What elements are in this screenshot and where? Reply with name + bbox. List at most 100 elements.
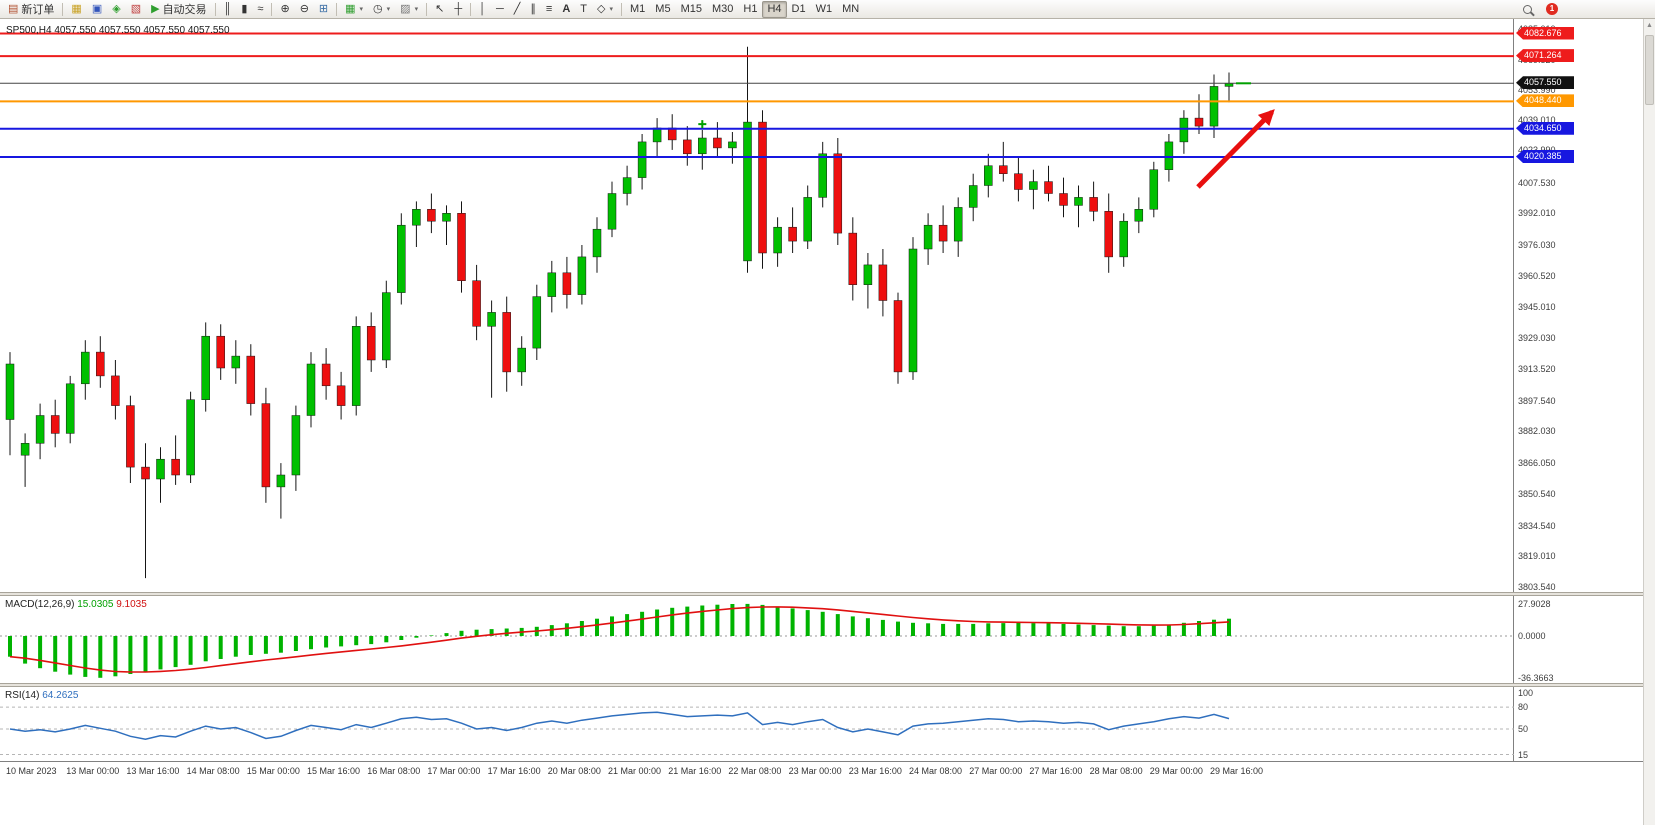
channel-icon: ∥ xyxy=(530,2,536,15)
chevron-down-icon: ▾ xyxy=(386,6,391,13)
macd-axis-label: 27.9028 xyxy=(1518,598,1551,609)
price-axis-label: 4007.530 xyxy=(1518,177,1556,188)
price-axis-label: 4023.990 xyxy=(1518,144,1556,155)
tf-m15[interactable]: M15 xyxy=(676,1,707,18)
time-axis-label: 13 Mar 16:00 xyxy=(126,766,180,776)
tf-w1[interactable]: W1 xyxy=(811,1,838,18)
shapes-button[interactable]: ◇ ▾ xyxy=(592,1,618,18)
price-axis[interactable]: 4085.0104069.5204053.9904039.0104023.990… xyxy=(1516,19,1642,592)
time-axis-label: 15 Mar 16:00 xyxy=(307,766,361,776)
rsi-axis-label: 15 xyxy=(1518,749,1529,760)
vertical-line-icon: │ xyxy=(479,2,486,15)
price-axis-label: 3992.010 xyxy=(1518,208,1556,219)
channel-button[interactable]: ∥ xyxy=(525,1,541,18)
rsi-panel[interactable]: RSI(14) 64.2625 xyxy=(0,687,1514,761)
trendline-button[interactable]: ╱ xyxy=(509,1,526,18)
time-axis-label: 20 Mar 08:00 xyxy=(547,766,601,776)
zoom-out-button[interactable]: ⊖ xyxy=(295,1,314,18)
notification-badge[interactable]: 1 xyxy=(1546,3,1558,15)
horizontal-line-button[interactable]: ─ xyxy=(491,1,509,18)
rsi-axis-label: 50 xyxy=(1518,724,1529,734)
tf-m5[interactable]: M5 xyxy=(650,1,675,18)
market-watch-button[interactable]: ▦ xyxy=(66,1,86,18)
candlestick-button[interactable]: ▮ xyxy=(236,1,252,18)
time-axis-label: 29 Mar 00:00 xyxy=(1149,766,1203,776)
time-axis-label: 23 Mar 16:00 xyxy=(848,766,902,776)
macd-main-value: 15.0305 xyxy=(77,599,114,610)
line-chart-button[interactable]: ≈ xyxy=(252,1,268,18)
toolbar-separator xyxy=(426,2,428,16)
tf-h1[interactable]: H1 xyxy=(738,1,762,18)
new-order-button[interactable]: ▤ 新订单 xyxy=(3,1,59,18)
price-line-label: 4048.440 xyxy=(1516,94,1574,108)
time-axis-label: 24 Mar 08:00 xyxy=(909,766,963,776)
scroll-up-icon[interactable]: ▲ xyxy=(1646,22,1653,29)
price-line-label: 4034.650 xyxy=(1516,121,1574,135)
time-axis-label: 27 Mar 00:00 xyxy=(969,766,1023,776)
time-axis-label: 17 Mar 16:00 xyxy=(487,766,541,776)
price-line-label: 4057.550 xyxy=(1516,76,1574,90)
rsi-value: 64.2625 xyxy=(42,690,79,701)
text-tool-icon: A xyxy=(562,2,571,15)
price-axis-label: 3929.030 xyxy=(1518,333,1556,344)
search-icon[interactable] xyxy=(1523,4,1532,14)
time-axis-label: 21 Mar 00:00 xyxy=(608,766,662,776)
candlestick-layer xyxy=(0,32,1514,579)
time-axis-label: 28 Mar 08:00 xyxy=(1089,766,1143,776)
crosshair-icon: ┼ xyxy=(454,2,463,15)
time-axis-label: 21 Mar 16:00 xyxy=(668,766,722,776)
panel-splitter[interactable] xyxy=(0,592,1643,596)
rsi-label: RSI(14) 64.2625 xyxy=(5,690,78,701)
zoom-in-button[interactable]: ⊕ xyxy=(275,1,294,18)
periods-button[interactable]: ◷ ▾ xyxy=(368,1,395,18)
label-tool-icon: T xyxy=(580,2,588,15)
new-order-icon: ▤ xyxy=(8,2,19,15)
toolbar-separator xyxy=(336,2,338,16)
main-chart[interactable]: SP500,H4 4057.550 4057.550 4057.550 4057… xyxy=(0,19,1514,592)
tf-d1[interactable]: D1 xyxy=(787,1,811,18)
toolbox-button[interactable]: ▧ xyxy=(126,1,146,18)
auto-trading-button[interactable]: ▶ 自动交易 xyxy=(146,1,211,18)
label-tool-button[interactable]: T xyxy=(575,1,592,18)
text-tool-button[interactable]: A xyxy=(557,1,575,18)
price-axis-label: 3882.030 xyxy=(1518,426,1556,437)
chevron-down-icon: ▾ xyxy=(609,6,613,13)
price-axis-label: 3850.540 xyxy=(1518,488,1556,499)
macd-axis[interactable]: 27.9028 0.0000 -36.3663 xyxy=(1516,596,1642,683)
crosshair-button[interactable]: ┼ xyxy=(449,1,467,18)
tf-h4[interactable]: H4 xyxy=(762,0,787,18)
panel-splitter[interactable] xyxy=(0,683,1643,687)
time-axis-label: 29 Mar 16:00 xyxy=(1210,766,1264,776)
vertical-scrollbar[interactable]: ▲ xyxy=(1643,19,1655,825)
tile-windows-button[interactable]: ⊞ xyxy=(314,1,333,18)
fibonacci-button[interactable]: ≡ xyxy=(541,1,557,18)
cursor-button[interactable]: ↖ xyxy=(430,1,449,18)
price-line-label: 4082.676 xyxy=(1516,26,1574,40)
bar-chart-button[interactable]: ║ xyxy=(219,1,237,18)
vertical-line-button[interactable]: │ xyxy=(474,1,491,18)
macd-axis-label: -36.3663 xyxy=(1518,672,1554,683)
tf-m30[interactable]: M30 xyxy=(707,1,738,18)
toolbar-separator xyxy=(214,2,216,16)
toolbar-separator xyxy=(62,2,64,16)
price-axis-label: 3960.520 xyxy=(1518,270,1556,281)
time-axis-label: 17 Mar 00:00 xyxy=(427,766,481,776)
tile-windows-icon: ⊞ xyxy=(318,2,329,15)
time-axis[interactable]: 10 Mar 2023 13 Mar 00:00 13 Mar 16:00 14 Ma… xyxy=(0,761,1643,781)
template-icon: ▨ xyxy=(400,2,411,15)
data-window-button[interactable]: ▣ xyxy=(87,1,107,18)
tf-m1[interactable]: M1 xyxy=(625,1,650,18)
price-line-label: 4020.385 xyxy=(1516,150,1574,163)
macd-panel[interactable]: MACD(12,26,9) 15.0305 9.1035 xyxy=(0,596,1514,683)
bar-chart-icon: ║ xyxy=(223,2,232,15)
tf-mn[interactable]: MN xyxy=(837,1,864,18)
scrollbar-thumb[interactable] xyxy=(1645,35,1654,105)
chart-title: SP500,H4 4057.550 4057.550 4057.550 4057… xyxy=(6,25,230,36)
new-chart-button[interactable]: ▦ ▾ xyxy=(340,1,368,18)
navigator-button[interactable]: ◈ xyxy=(107,1,125,18)
auto-trading-label: 自动交易 xyxy=(162,4,207,16)
toolbar-separator xyxy=(271,2,273,16)
templates-button[interactable]: ▨ ▾ xyxy=(395,1,423,18)
rsi-axis[interactable]: 100 80 50 15 xyxy=(1516,687,1642,761)
price-axis-label: 3897.540 xyxy=(1518,395,1556,406)
